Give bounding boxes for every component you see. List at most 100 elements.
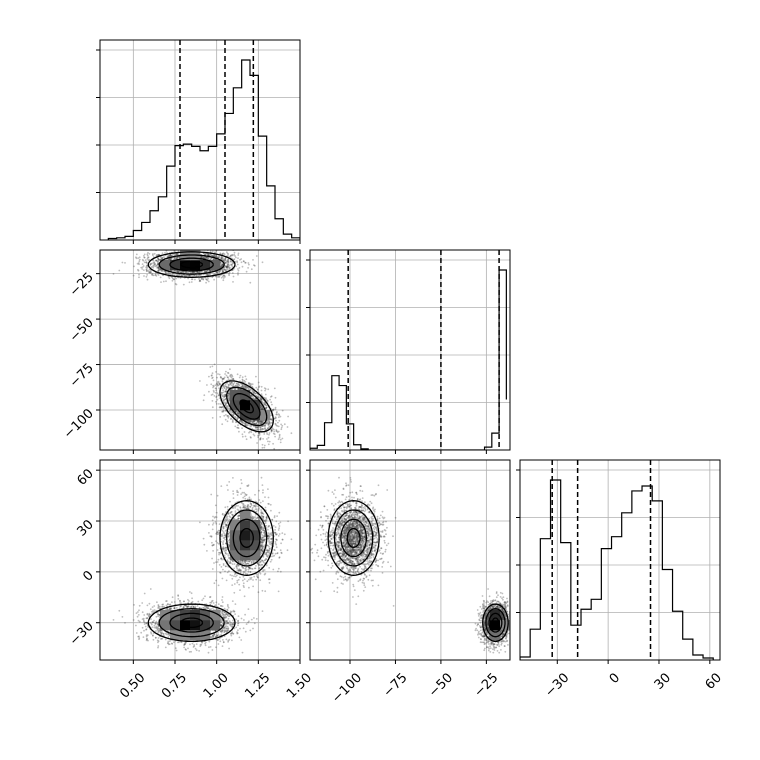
scatter-point (245, 385, 247, 388)
density-cell (260, 410, 271, 421)
scatter-point (184, 274, 187, 277)
scatter-point (112, 273, 115, 275)
scatter-point (259, 420, 261, 422)
scatter-point (200, 643, 203, 646)
scatter-point (224, 385, 227, 388)
scatter-point (263, 444, 266, 447)
scatter-point (213, 363, 216, 366)
scatter-point (237, 412, 239, 415)
scatter-point (266, 400, 269, 402)
scatter-point (264, 403, 267, 406)
scatter-point (145, 265, 148, 268)
scatter-point (250, 436, 252, 439)
scatter-point (253, 392, 256, 394)
scatter-point (202, 256, 205, 259)
scatter-point (137, 268, 139, 271)
scatter-point (241, 378, 244, 381)
scatter-point (268, 421, 271, 424)
scatter-point (221, 257, 224, 259)
scatter-point (237, 412, 239, 415)
scatter-point (222, 274, 225, 277)
scatter-point (146, 637, 148, 640)
scatter-point (216, 381, 219, 384)
scatter-point (221, 269, 224, 271)
scatter-point (218, 387, 221, 390)
scatter-point (207, 256, 210, 259)
scatter-point (203, 271, 206, 273)
scatter-point (216, 248, 218, 250)
scatter-point (260, 399, 263, 402)
scatter-point (237, 272, 239, 274)
scatter-point (268, 432, 271, 434)
scatter-point (274, 416, 277, 419)
scatter-point (162, 280, 165, 283)
scatter-point (253, 423, 256, 425)
scatter-point (269, 424, 272, 427)
scatter-point (217, 394, 220, 397)
scatter-point (250, 268, 253, 271)
scatter-point (241, 421, 244, 423)
scatter-point (231, 254, 234, 257)
scatter-point (227, 399, 230, 402)
scatter-point (261, 428, 264, 430)
scatter-point (257, 420, 260, 423)
scatter-point (158, 629, 160, 632)
scatter-point (224, 395, 227, 398)
scatter-point (193, 271, 196, 274)
scatter-point (164, 244, 166, 246)
scatter-point (225, 266, 228, 269)
scatter-point (236, 373, 239, 376)
scatter-point (171, 277, 174, 280)
scatter-point (206, 270, 209, 272)
scatter-point (241, 421, 243, 424)
scatter-point (155, 254, 158, 257)
scatter-point (255, 618, 258, 620)
scatter-point (220, 605, 223, 607)
scatter-point (241, 383, 243, 386)
scatter-point (157, 259, 160, 262)
scatter-point (221, 423, 224, 426)
scatter-point (224, 259, 226, 262)
scatter-point (265, 406, 268, 409)
scatter-point (227, 371, 229, 374)
scatter-point (200, 277, 203, 280)
scatter-point (168, 258, 171, 261)
scatter-point (199, 271, 202, 274)
scatter-point (255, 428, 257, 430)
density-cell (210, 260, 221, 271)
scatter-point (272, 442, 274, 445)
scatter-point (141, 258, 144, 261)
scatter-point (229, 368, 231, 371)
scatter-point (170, 255, 173, 257)
scatter-point (216, 398, 219, 401)
scatter-point (262, 438, 264, 440)
scatter-point (274, 423, 277, 426)
scatter-point (275, 428, 278, 431)
scatter-point (154, 273, 157, 276)
scatter-point (221, 264, 224, 266)
scatter-point (218, 271, 221, 273)
scatter-point (228, 255, 231, 258)
scatter-point (255, 375, 257, 378)
scatter-point (218, 373, 221, 376)
scatter-point (250, 383, 253, 386)
scatter-point (164, 272, 167, 275)
scatter-point (221, 275, 224, 278)
scatter-point (118, 269, 121, 272)
scatter-point (153, 265, 155, 268)
scatter-point (253, 434, 256, 437)
scatter-point (225, 261, 227, 264)
scatter-point (149, 271, 151, 273)
scatter-point (228, 392, 230, 395)
scatter-point (169, 254, 172, 257)
scatter-point (207, 254, 210, 256)
scatter-point (227, 255, 229, 257)
scatter-point (228, 394, 231, 396)
scatter-point (157, 265, 160, 268)
scatter-point (190, 281, 193, 283)
scatter-point (205, 281, 208, 284)
scatter-point (170, 254, 173, 257)
scatter-point (275, 424, 278, 427)
axes-frame (519, 459, 721, 661)
scatter-point (213, 278, 216, 281)
